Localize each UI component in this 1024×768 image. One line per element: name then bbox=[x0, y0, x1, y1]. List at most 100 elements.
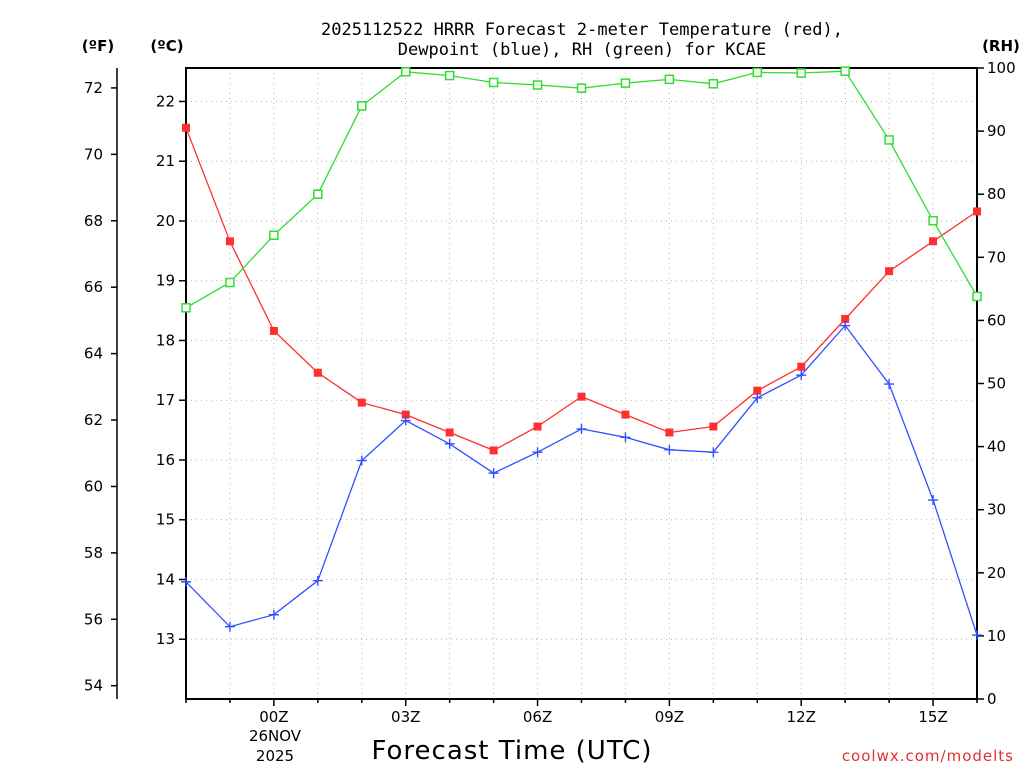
chart-title-line-2: Dewpoint (blue), RH (green) for KCAE bbox=[398, 40, 766, 60]
temperature-point bbox=[269, 326, 278, 335]
rh-tick-label: 90 bbox=[987, 122, 1006, 140]
rh-point bbox=[884, 135, 894, 145]
dewpoint-point bbox=[576, 423, 587, 434]
data-series bbox=[181, 66, 982, 641]
rh-line bbox=[185, 70, 978, 309]
time-tick-label: 12Z bbox=[787, 708, 816, 726]
fahrenheit-tick-label: 60 bbox=[84, 477, 103, 495]
dewpoint-point bbox=[752, 392, 763, 403]
rh-tick-label: 10 bbox=[987, 627, 1006, 645]
rh-point bbox=[225, 277, 235, 288]
celsius-tick-label: 17 bbox=[156, 391, 175, 409]
celsius-ticks: 13 14 15 16 17 18 19 20 21 22 bbox=[156, 92, 186, 648]
rh-point bbox=[400, 67, 411, 77]
temperature-point bbox=[973, 207, 981, 216]
rh-point bbox=[796, 68, 806, 78]
credit-text[interactable]: coolwx.com/modelts bbox=[842, 747, 1014, 765]
dewpoint-point bbox=[224, 621, 235, 632]
rh-point bbox=[532, 80, 543, 90]
rh-tick-label: 0 bbox=[987, 690, 997, 708]
time-tick-label: 06Z bbox=[523, 708, 552, 726]
fahrenheit-tick-label: 72 bbox=[84, 79, 103, 97]
fahrenheit-tick-label: 56 bbox=[84, 610, 103, 628]
time-tick-label: 00Z bbox=[259, 708, 288, 726]
dewpoint-point bbox=[972, 630, 982, 641]
rh-point bbox=[928, 215, 938, 226]
temperature-point bbox=[577, 392, 586, 401]
temperature-point bbox=[753, 386, 762, 395]
temperature-point bbox=[621, 410, 630, 419]
time-tick-label: 15Z bbox=[918, 708, 947, 726]
rh-axis-label: (RH) bbox=[982, 37, 1020, 55]
dewpoint-point bbox=[488, 468, 499, 479]
rh-point bbox=[752, 67, 763, 78]
celsius-tick-label: 15 bbox=[156, 511, 175, 529]
dewpoint-point bbox=[796, 370, 807, 381]
celsius-tick-label: 21 bbox=[156, 152, 175, 170]
temperature-point bbox=[885, 267, 894, 276]
dewpoint-point bbox=[181, 576, 191, 587]
rh-point bbox=[708, 79, 719, 89]
rh-point bbox=[620, 78, 631, 88]
celsius-tick-label: 13 bbox=[156, 630, 175, 648]
celsius-tick-label: 14 bbox=[156, 570, 175, 588]
fahrenheit-axis-label: (ºF) bbox=[82, 37, 114, 55]
dewpoint-point bbox=[444, 438, 455, 449]
dewpoint-point bbox=[532, 447, 543, 458]
rh-tick-label: 50 bbox=[987, 375, 1006, 393]
rh-point bbox=[664, 74, 675, 85]
dewpoint-point bbox=[664, 444, 675, 455]
rh-tick-label: 40 bbox=[987, 438, 1006, 456]
temperature-point bbox=[445, 428, 454, 437]
dewpoint-point bbox=[620, 432, 631, 443]
rh-point bbox=[357, 101, 367, 111]
temperature-point bbox=[797, 362, 806, 371]
fahrenheit-tick-label: 66 bbox=[84, 278, 103, 296]
rh-tick-label: 20 bbox=[987, 564, 1006, 582]
time-ticks: 00Z 03Z 06Z 09Z 12Z 15Z bbox=[185, 699, 978, 726]
temperature-point bbox=[665, 428, 674, 437]
fahrenheit-tick-label: 64 bbox=[84, 345, 103, 363]
rh-point bbox=[313, 189, 323, 199]
celsius-tick-label: 16 bbox=[156, 451, 175, 469]
temperature-point bbox=[401, 410, 410, 419]
temperature-point bbox=[357, 398, 366, 407]
temperature-point bbox=[225, 237, 234, 246]
rh-tick-label: 70 bbox=[987, 248, 1006, 266]
axes bbox=[116, 67, 978, 700]
temperature-point bbox=[841, 314, 850, 323]
x-axis-title: Forecast Time (UTC) bbox=[371, 736, 652, 766]
fahrenheit-tick-label: 68 bbox=[84, 212, 103, 230]
dewpoint-point bbox=[928, 495, 939, 506]
dewpoint-point bbox=[356, 455, 367, 466]
dewpoint-point bbox=[268, 609, 279, 620]
rh-point bbox=[488, 77, 499, 88]
temperature-point bbox=[929, 237, 938, 246]
rh-point bbox=[181, 303, 191, 313]
celsius-axis-label: (ºC) bbox=[150, 37, 183, 55]
dewpoint-point bbox=[400, 415, 411, 426]
celsius-tick-label: 18 bbox=[156, 331, 175, 349]
series-dewpoint bbox=[181, 320, 982, 641]
dewpoint-point bbox=[312, 575, 323, 586]
temperature-line bbox=[185, 127, 978, 452]
temperature-point bbox=[709, 422, 718, 431]
rh-point bbox=[444, 70, 455, 81]
temperature-point bbox=[182, 123, 190, 132]
time-tick-label: 09Z bbox=[655, 708, 684, 726]
rh-point bbox=[269, 230, 279, 240]
rh-tick-label: 30 bbox=[987, 501, 1006, 519]
rh-tick-label: 100 bbox=[987, 59, 1016, 77]
rh-point bbox=[576, 83, 587, 93]
date-label-year: 2025 bbox=[256, 747, 294, 765]
celsius-tick-label: 20 bbox=[156, 212, 175, 230]
temperature-point bbox=[533, 422, 542, 431]
date-label-day: 26NOV bbox=[249, 727, 302, 745]
time-tick-label: 03Z bbox=[391, 708, 420, 726]
rh-point bbox=[972, 291, 982, 302]
series-rh bbox=[181, 66, 982, 313]
fahrenheit-tick-label: 70 bbox=[84, 145, 103, 163]
rh-ticks: 0 10 20 30 40 50 60 70 80 90 100 bbox=[977, 59, 1016, 708]
dewpoint-point bbox=[708, 447, 719, 458]
